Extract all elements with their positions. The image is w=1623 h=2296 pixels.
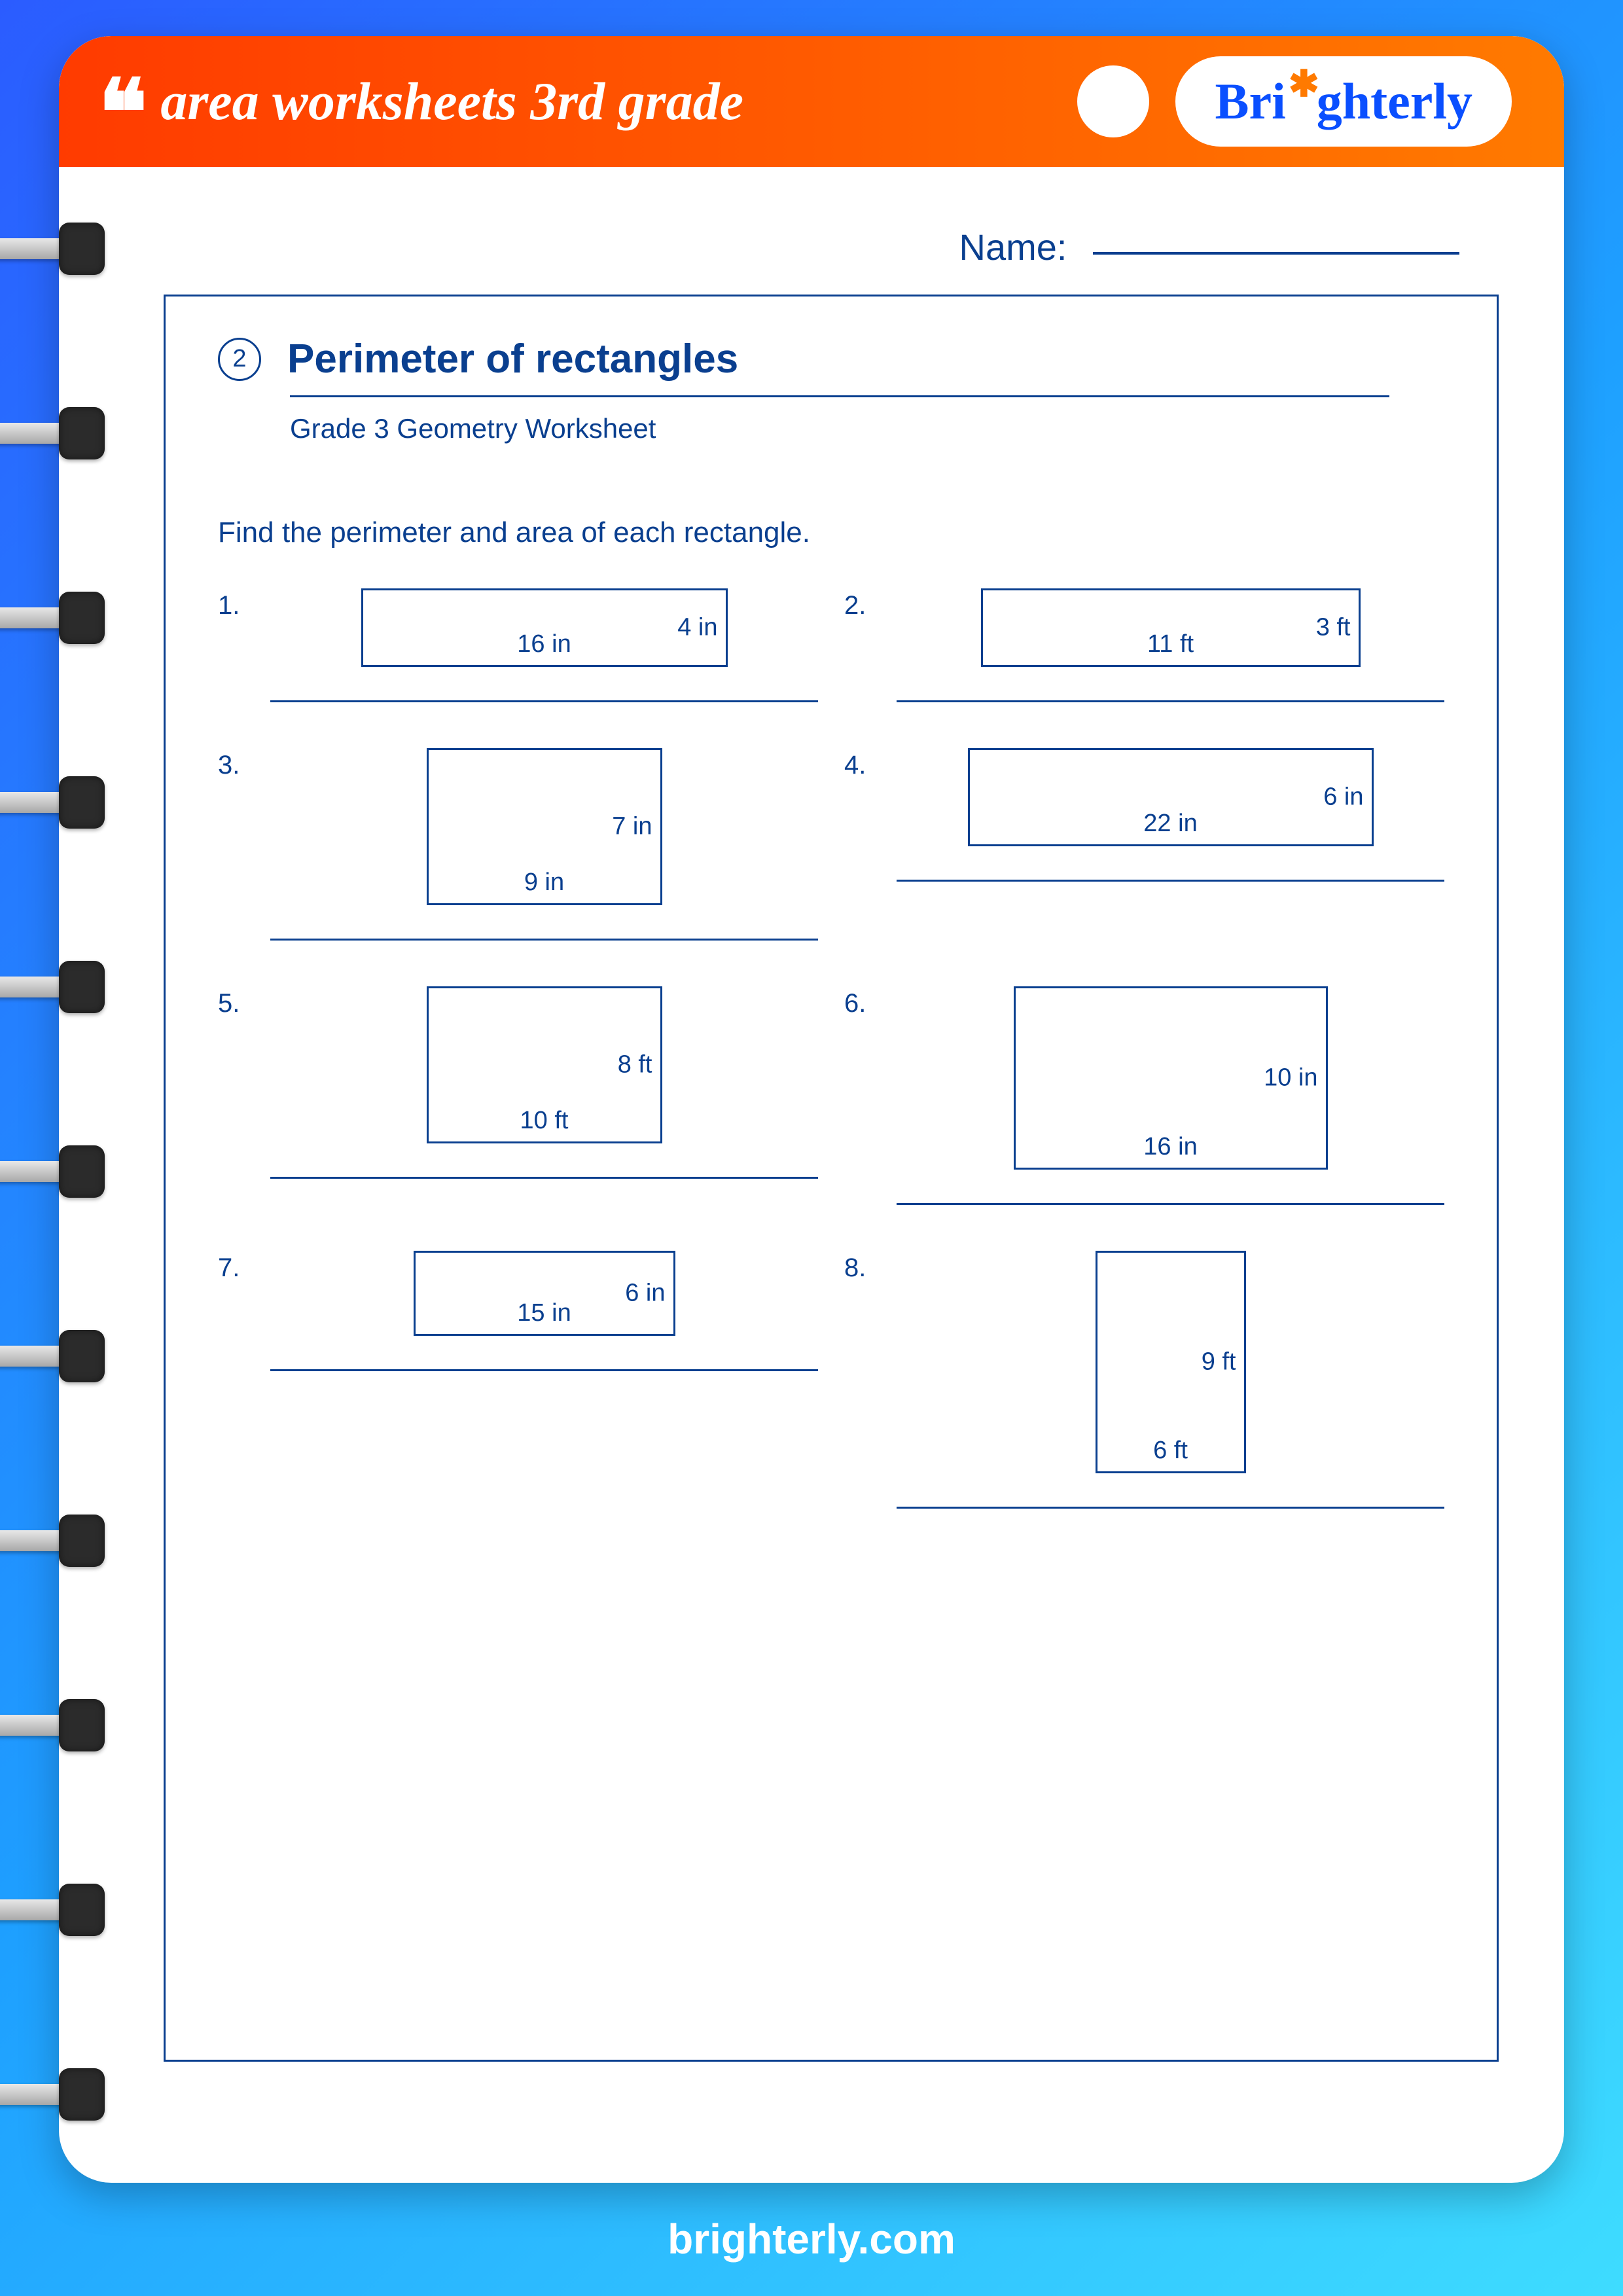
width-label: 16 in	[517, 630, 571, 665]
height-label: 6 in	[625, 1280, 665, 1308]
ring-icon	[0, 1884, 105, 1936]
header-circle-icon	[1077, 65, 1149, 137]
problem: 8. 9 ft 6 ft	[844, 1251, 1444, 1509]
name-input-line[interactable]	[1093, 252, 1459, 255]
width-label: 9 in	[524, 869, 564, 903]
height-label: 7 in	[612, 813, 652, 841]
problem: 5. 8 ft 10 ft	[218, 986, 818, 1205]
quote-icon: ❝	[98, 92, 147, 137]
answer-line[interactable]	[897, 1202, 1444, 1205]
problem-body: 9 ft 6 ft	[897, 1251, 1444, 1509]
rectangle-shape: 6 in 22 in	[968, 748, 1374, 846]
ring-icon	[0, 407, 105, 459]
answer-line[interactable]	[897, 700, 1444, 702]
ring-icon	[0, 1330, 105, 1382]
notebook-page: ❝ area worksheets 3rd grade Bri✱ghterly …	[59, 36, 1564, 2183]
rectangle-shape: 3 ft 11 ft	[981, 588, 1361, 667]
ring-icon	[0, 1145, 105, 1198]
problem: 7. 6 in 15 in	[218, 1251, 818, 1509]
page-body: Name: 2 Perimeter of rectangles Grade 3 …	[59, 167, 1564, 2101]
problem: 2. 3 ft 11 ft	[844, 588, 1444, 702]
problem-body: 7 in 9 in	[270, 748, 818, 941]
problem: 3. 7 in 9 in	[218, 748, 818, 941]
spiral-rings	[0, 223, 105, 2121]
answer-line[interactable]	[270, 1176, 818, 1179]
ring-icon	[0, 961, 105, 1013]
problem-number: 8.	[844, 1251, 877, 1509]
header-bar: ❝ area worksheets 3rd grade Bri✱ghterly	[59, 36, 1564, 167]
problem-number: 2.	[844, 588, 877, 702]
brighterly-logo: Bri✱ghterly	[1175, 56, 1512, 147]
height-label: 8 ft	[618, 1051, 652, 1079]
ring-icon	[0, 223, 105, 275]
problem-body: 10 in 16 in	[897, 986, 1444, 1205]
title-underline	[290, 395, 1389, 397]
height-label: 3 ft	[1316, 614, 1351, 642]
problem-number: 6.	[844, 986, 877, 1205]
ring-icon	[0, 1699, 105, 1751]
problem-number: 7.	[218, 1251, 251, 1509]
answer-line[interactable]	[270, 938, 818, 941]
height-label: 6 in	[1323, 783, 1363, 812]
logo-star-icon: ✱	[1289, 64, 1319, 105]
problem-body: 6 in 15 in	[270, 1251, 818, 1509]
width-label: 6 ft	[1153, 1437, 1188, 1471]
title-row: 2 Perimeter of rectangles	[218, 336, 1444, 382]
answer-line[interactable]	[270, 700, 818, 702]
ring-icon	[0, 776, 105, 829]
problem-body: 3 ft 11 ft	[897, 588, 1444, 702]
header-title: area worksheets 3rd grade	[160, 71, 1077, 132]
name-label: Name:	[959, 226, 1067, 268]
worksheet-frame: 2 Perimeter of rectangles Grade 3 Geomet…	[164, 295, 1499, 2062]
answer-line[interactable]	[897, 1506, 1444, 1509]
problem: 4. 6 in 22 in	[844, 748, 1444, 941]
problem-body: 4 in 16 in	[270, 588, 818, 702]
answer-line[interactable]	[897, 879, 1444, 882]
width-label: 10 ft	[520, 1107, 569, 1141]
rectangle-shape: 8 ft 10 ft	[427, 986, 662, 1143]
width-label: 16 in	[1143, 1133, 1197, 1168]
name-row: Name:	[164, 206, 1499, 295]
problem-number: 1.	[218, 588, 251, 702]
ring-icon	[0, 1515, 105, 1567]
rectangle-shape: 10 in 16 in	[1014, 986, 1328, 1170]
worksheet-title: Perimeter of rectangles	[287, 336, 738, 382]
logo-text: Bri✱ghterly	[1215, 72, 1472, 131]
width-label: 11 ft	[1147, 630, 1194, 665]
rectangle-shape: 4 in 16 in	[361, 588, 728, 667]
height-label: 9 ft	[1202, 1348, 1236, 1376]
width-label: 15 in	[517, 1299, 571, 1334]
worksheet-number: 2	[218, 338, 261, 381]
rectangle-shape: 9 ft 6 ft	[1096, 1251, 1246, 1473]
height-label: 10 in	[1264, 1064, 1317, 1092]
problem-number: 3.	[218, 748, 251, 941]
ring-icon	[0, 2068, 105, 2121]
width-label: 22 in	[1143, 810, 1197, 844]
problem-number: 5.	[218, 986, 251, 1205]
rectangle-shape: 7 in 9 in	[427, 748, 662, 905]
rectangle-shape: 6 in 15 in	[414, 1251, 675, 1336]
height-label: 4 in	[677, 614, 717, 642]
problems-grid: 1. 4 in 16 in 2. 3 ft 11 ft 3. 7 in 9 in 4. 6 in 22…	[218, 588, 1444, 1509]
problem-body: 8 ft 10 ft	[270, 986, 818, 1205]
worksheet-subtitle: Grade 3 Geometry Worksheet	[290, 413, 1444, 444]
footer-url: brighterly.com	[0, 2215, 1623, 2263]
instruction-text: Find the perimeter and area of each rect…	[218, 516, 1444, 549]
problem: 1. 4 in 16 in	[218, 588, 818, 702]
answer-line[interactable]	[270, 1369, 818, 1371]
ring-icon	[0, 592, 105, 644]
problem: 6. 10 in 16 in	[844, 986, 1444, 1205]
problem-number: 4.	[844, 748, 877, 941]
problem-body: 6 in 22 in	[897, 748, 1444, 941]
